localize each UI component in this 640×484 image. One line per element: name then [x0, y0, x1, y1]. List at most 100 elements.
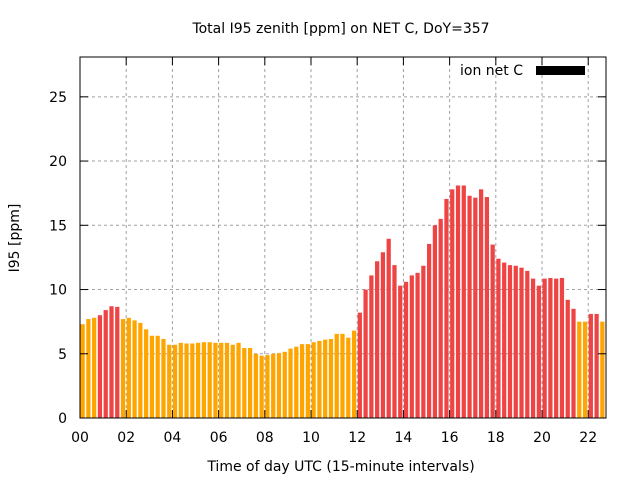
bar: [253, 353, 258, 418]
bar: [178, 342, 183, 418]
bar: [115, 306, 120, 418]
bar: [144, 329, 149, 418]
bar: [415, 272, 420, 418]
bar: [328, 338, 334, 418]
ticks: 0 5 10 15 20 25 00 02 04 06 08 10 12 14 16 18 20 22: [49, 57, 606, 446]
x-tick-label: 08: [256, 430, 274, 446]
legend: ion net C: [460, 63, 585, 79]
bar: [259, 355, 264, 418]
bar: [236, 342, 241, 418]
y-tick-label: 20: [49, 154, 67, 170]
bar: [334, 333, 339, 418]
bar: [172, 344, 178, 418]
bar: [386, 238, 391, 418]
y-tick-label: 10: [49, 283, 67, 299]
bar: [276, 353, 282, 418]
legend-label: ion net C: [460, 63, 523, 79]
bar: [86, 319, 91, 418]
bar: [242, 347, 247, 418]
bar: [421, 265, 426, 418]
bar: [132, 320, 137, 418]
bar: [305, 344, 310, 418]
x-tick-label: 22: [579, 430, 597, 446]
bar: [600, 321, 605, 418]
x-tick-label: 20: [533, 430, 551, 446]
bar: [513, 265, 518, 418]
bar: [375, 261, 380, 418]
bar: [398, 285, 403, 418]
bar: [155, 335, 160, 418]
bar: [473, 197, 478, 418]
bar: [317, 340, 322, 418]
bar: [507, 265, 513, 418]
bar: [109, 306, 114, 418]
bar: [247, 347, 253, 418]
bar: [519, 267, 524, 418]
bar: [490, 244, 495, 418]
bar: [577, 321, 582, 418]
bar: [478, 189, 484, 418]
x-tick-label: 00: [71, 430, 89, 446]
bar: [126, 317, 131, 418]
bar: [190, 343, 195, 418]
bar: [438, 218, 443, 418]
legend-swatch: [536, 66, 585, 75]
x-tick-label: 04: [163, 430, 181, 446]
x-tick-label: 14: [394, 430, 412, 446]
bar: [450, 189, 455, 418]
bar: [369, 275, 374, 418]
bar: [380, 252, 386, 418]
bar: [461, 185, 466, 418]
bar: [207, 342, 212, 418]
bar: [97, 315, 103, 418]
bar: [351, 330, 357, 418]
bar: [92, 317, 97, 418]
bar: [530, 278, 536, 418]
bar: [311, 342, 316, 418]
bar: [120, 319, 126, 418]
bar: [467, 195, 472, 418]
bar: [392, 265, 397, 418]
bar: [554, 278, 559, 418]
bar: [548, 277, 553, 418]
bar: [432, 225, 438, 418]
plot-frame: [79, 56, 607, 419]
bar: [588, 313, 593, 418]
bar: [149, 335, 155, 418]
bar: [213, 342, 218, 418]
bar: [167, 344, 172, 418]
bar: [444, 198, 449, 418]
y-tick-label: 25: [49, 90, 67, 106]
bar: [184, 343, 189, 418]
x-axis-label: Time of day UTC (15-minute intervals): [206, 459, 474, 475]
bar: [542, 278, 547, 418]
bar: [496, 258, 501, 418]
bar: [282, 351, 287, 418]
bar: [265, 355, 270, 418]
x-tick-label: 18: [487, 430, 505, 446]
x-tick-label: 16: [441, 430, 459, 446]
bar: [455, 185, 461, 418]
chart-title: Total I95 zenith [ppm] on NET C, DoY=357: [191, 21, 489, 37]
bar: [346, 337, 351, 418]
y-tick-label: 0: [58, 411, 67, 427]
bar: [230, 344, 235, 418]
bar: [357, 312, 362, 418]
bar: [427, 243, 432, 418]
bar: [525, 270, 530, 418]
bar: [409, 275, 414, 418]
bar: [161, 338, 166, 418]
grid: [80, 57, 606, 418]
bar: [484, 197, 489, 418]
x-tick-label: 02: [117, 430, 135, 446]
x-tick-label: 06: [210, 430, 228, 446]
y-tick-label: 15: [49, 218, 67, 234]
bar: [138, 322, 143, 418]
bar: [323, 339, 328, 418]
bar: [559, 277, 565, 418]
bar: [288, 348, 293, 418]
bar: [219, 342, 224, 418]
bar: [340, 333, 345, 418]
x-tick-label: 12: [348, 430, 366, 446]
